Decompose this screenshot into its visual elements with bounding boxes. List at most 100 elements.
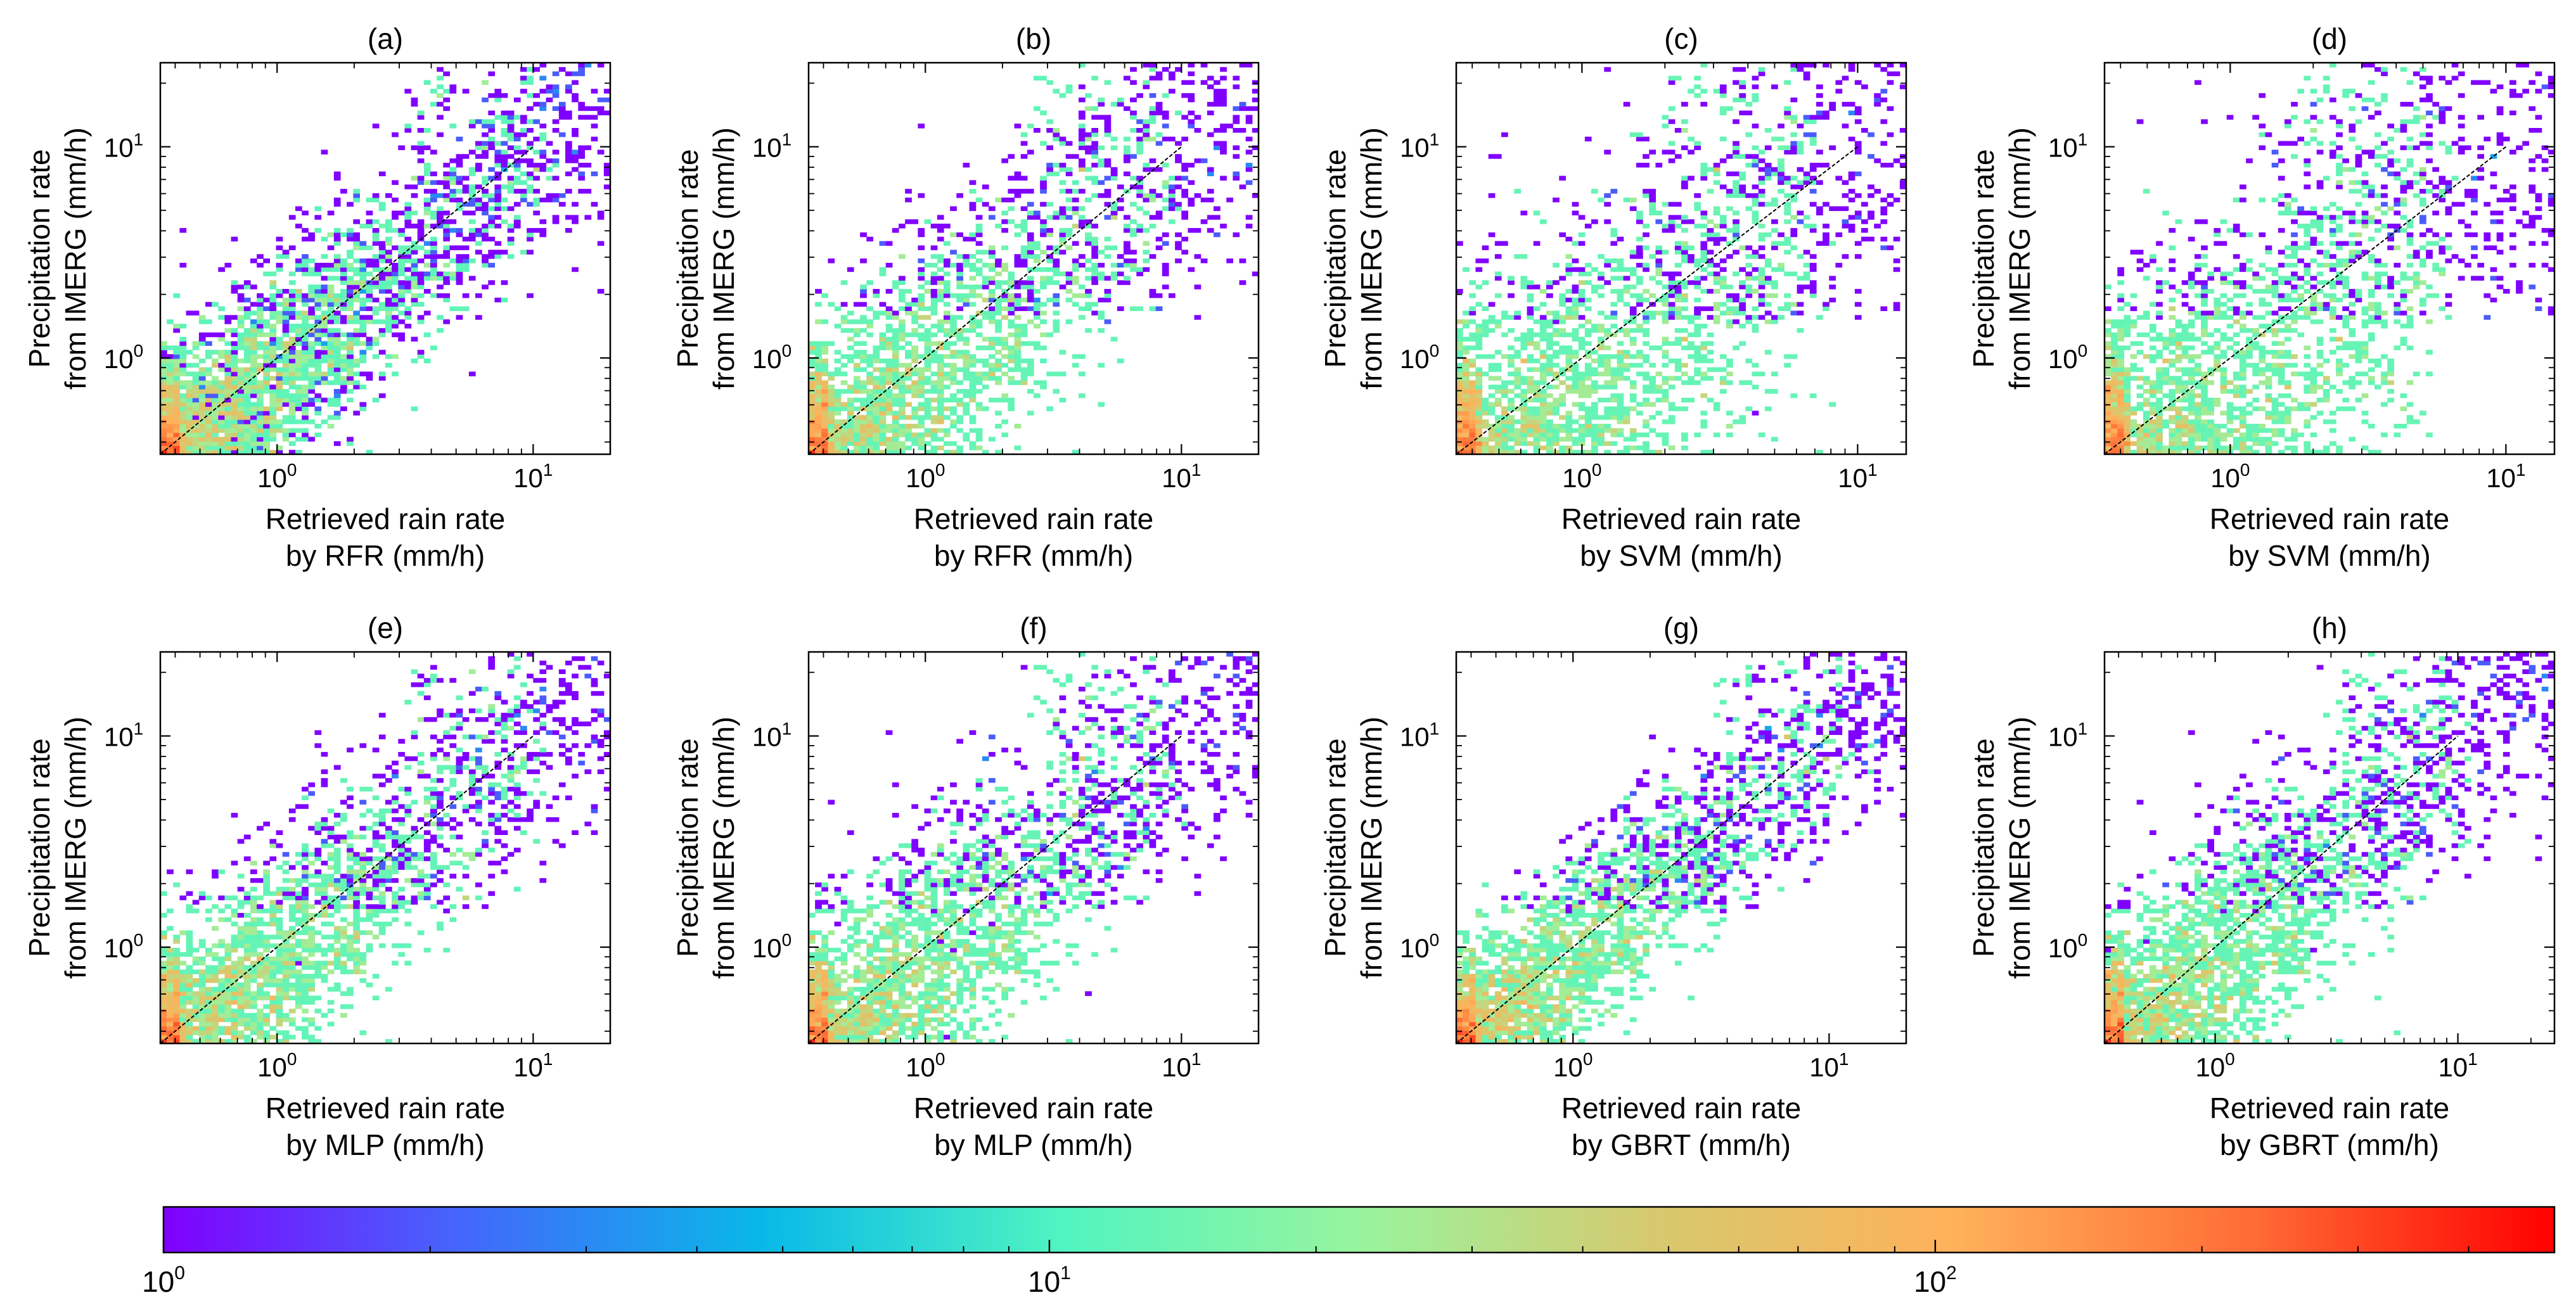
heatmap-cell xyxy=(456,254,463,259)
heatmap-cell xyxy=(1539,406,1547,411)
heatmap-cell xyxy=(1149,158,1157,163)
heatmap-cell xyxy=(1539,393,1547,398)
heatmap-cell xyxy=(995,224,1002,229)
heatmap-cell xyxy=(1713,271,1721,277)
heatmap-cell xyxy=(327,350,335,355)
heatmap-cell xyxy=(1623,411,1631,416)
heatmap-cell xyxy=(327,284,335,290)
heatmap-cell xyxy=(494,154,502,159)
heatmap-cell xyxy=(288,336,296,342)
heatmap-cell xyxy=(276,393,283,398)
heatmap-cell xyxy=(411,175,418,181)
heatmap-cell xyxy=(1014,232,1022,238)
heatmap-cell xyxy=(937,254,944,259)
heatmap-cell xyxy=(423,80,431,85)
heatmap-cell xyxy=(449,167,457,172)
heatmap-cell xyxy=(237,419,245,424)
heatmap-cell xyxy=(950,380,957,385)
heatmap-cell xyxy=(1514,406,1522,411)
heatmap-cell xyxy=(963,162,970,168)
heatmap-cell xyxy=(1752,371,1759,376)
heatmap-cell xyxy=(288,289,296,294)
heatmap-cell xyxy=(411,276,418,281)
heatmap-cell xyxy=(937,376,944,381)
heatmap-cell xyxy=(1508,450,1515,454)
heatmap-cell xyxy=(1591,437,1598,442)
heatmap-cell xyxy=(1617,341,1624,346)
heatmap-cell xyxy=(1598,254,1605,259)
heatmap-cell xyxy=(423,332,431,338)
heatmap-cell xyxy=(1636,402,1643,407)
heatmap-cell xyxy=(333,171,341,177)
heatmap-cell xyxy=(963,393,970,398)
heatmap-cell xyxy=(918,306,925,311)
heatmap-cell xyxy=(1854,289,1862,294)
heatmap-cell xyxy=(975,432,983,438)
heatmap-cell xyxy=(1494,154,1502,159)
heatmap-cell xyxy=(321,328,328,333)
heatmap-cell xyxy=(1508,293,1515,298)
heatmap-cell xyxy=(1643,419,1650,424)
heatmap-cell xyxy=(205,393,212,398)
heatmap-cell xyxy=(1514,336,1522,342)
heatmap-cell xyxy=(340,362,347,368)
heatmap-cell xyxy=(430,180,437,185)
heatmap-cell xyxy=(1726,358,1733,364)
heatmap-cell xyxy=(860,445,867,450)
heatmap-cell xyxy=(269,284,277,290)
heatmap-cell xyxy=(956,336,964,342)
heatmap-cell xyxy=(924,389,932,394)
heatmap-cell xyxy=(963,284,970,290)
heatmap-cell xyxy=(899,324,906,329)
heatmap-cell xyxy=(302,310,309,316)
heatmap-cell xyxy=(1098,115,1105,120)
heatmap-cell xyxy=(218,332,226,338)
heatmap-cell xyxy=(1662,389,1669,394)
heatmap-cell xyxy=(930,432,938,438)
heatmap-cell xyxy=(815,354,822,359)
heatmap-cell xyxy=(411,97,418,103)
heatmap-cell xyxy=(1584,415,1592,420)
heatmap-cell xyxy=(186,415,193,420)
heatmap-cell xyxy=(1475,302,1483,307)
heatmap-cell xyxy=(1713,432,1721,438)
heatmap-cell xyxy=(1719,136,1727,142)
heatmap-cell xyxy=(263,441,271,446)
heatmap-cell xyxy=(1020,371,1028,376)
heatmap-cell xyxy=(866,362,874,368)
heatmap-cell xyxy=(1688,258,1695,264)
heatmap-cell xyxy=(995,376,1002,381)
heatmap-cell xyxy=(494,93,502,98)
heatmap-cell xyxy=(937,215,944,220)
heatmap-cell xyxy=(1681,280,1688,285)
heatmap-cell xyxy=(1162,232,1169,238)
heatmap-cell xyxy=(1149,93,1157,98)
heatmap-cell xyxy=(1091,162,1099,168)
heatmap-cell xyxy=(282,354,290,359)
heatmap-cell xyxy=(282,393,290,398)
heatmap-cell xyxy=(198,389,206,394)
heatmap-cell xyxy=(1758,201,1765,207)
heatmap-cell xyxy=(905,332,912,338)
heatmap-cell xyxy=(302,393,309,398)
heatmap-cell xyxy=(956,350,964,355)
heatmap-cell xyxy=(2195,450,2201,454)
heatmap-cell xyxy=(905,445,912,450)
heatmap-cell xyxy=(1085,328,1092,333)
heatmap-cell xyxy=(205,389,212,394)
heatmap-cell xyxy=(186,389,193,394)
heatmap-cell xyxy=(1065,171,1073,177)
heatmap-cell xyxy=(1700,241,1708,246)
heatmap-cell xyxy=(930,397,938,403)
heatmap-cell xyxy=(160,437,167,442)
heatmap-cell xyxy=(449,258,457,264)
heatmap-cell xyxy=(1752,201,1759,207)
heatmap-cell xyxy=(918,419,925,424)
heatmap-cell xyxy=(282,254,290,259)
heatmap-cell xyxy=(1854,106,1862,112)
heatmap-cell xyxy=(475,227,482,233)
heatmap-cell xyxy=(237,332,245,338)
heatmap-cell xyxy=(815,376,822,381)
heatmap-cell xyxy=(475,241,482,246)
